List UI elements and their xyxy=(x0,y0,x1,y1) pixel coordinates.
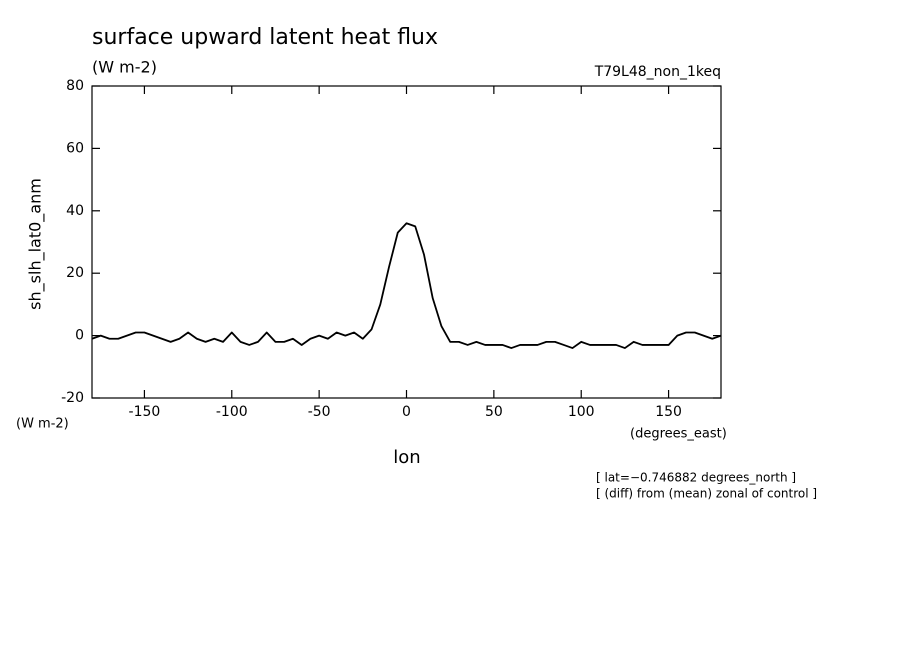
subtitle: (W m-2) xyxy=(92,58,157,77)
x-tick-label: 50 xyxy=(485,404,503,420)
y-tick-label: 60 xyxy=(66,140,84,156)
x-units: (degrees_east) xyxy=(630,427,727,442)
plot-frame xyxy=(91,85,722,399)
x-tick-label: 100 xyxy=(568,404,595,420)
x-tick-label: 0 xyxy=(402,404,411,420)
data-line xyxy=(91,222,722,349)
run-label: T79L48_non_1keq xyxy=(594,64,721,80)
y-tick-label: 40 xyxy=(66,203,84,219)
x-axis-label: lon xyxy=(393,447,420,468)
x-tick-label: 150 xyxy=(655,404,682,420)
x-tick-label: -100 xyxy=(216,404,248,420)
y-units: (W m-2) xyxy=(16,417,69,432)
y-tick-label: 20 xyxy=(66,265,84,281)
chart-title: surface upward latent heat flux xyxy=(92,25,438,50)
y-tick-label: 80 xyxy=(66,78,84,94)
y-tick-label: 0 xyxy=(75,328,84,344)
y-tick-label: -20 xyxy=(61,390,84,406)
note: [ lat=−0.746882 degrees_north ] xyxy=(596,471,796,485)
x-tick-label: -150 xyxy=(129,404,161,420)
x-tick-label: -50 xyxy=(308,404,331,420)
y-axis-label: sh_slh_lat0_anm xyxy=(26,178,46,310)
note: [ (diff) from (mean) zonal of control ] xyxy=(596,487,817,501)
